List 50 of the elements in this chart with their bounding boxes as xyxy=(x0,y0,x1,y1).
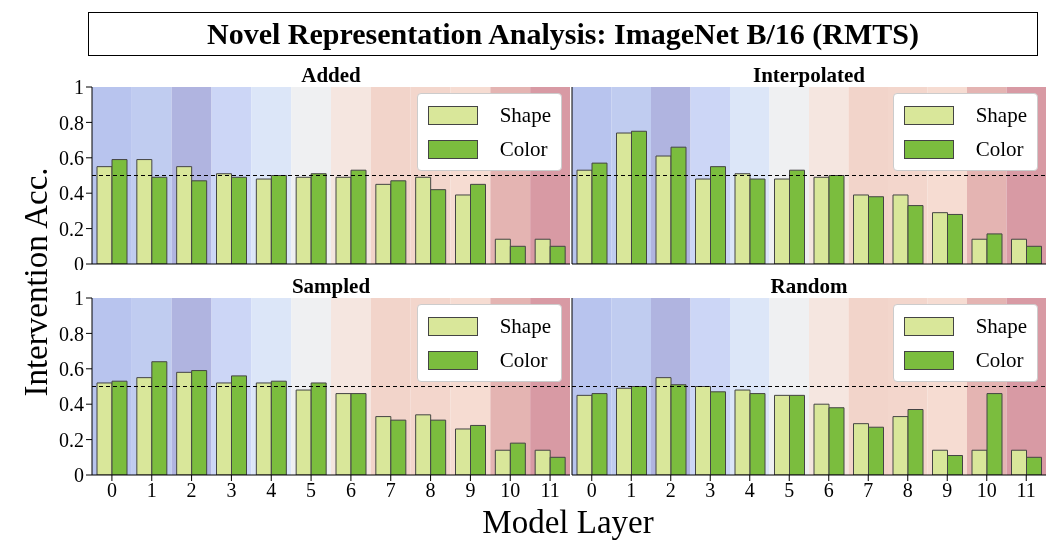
y-axis-title: Intervention Acc. xyxy=(17,167,55,397)
chart-subtitle: Sampled xyxy=(290,274,372,298)
y-tick-label: 0.2 xyxy=(59,217,84,240)
x-tick-label: 4 xyxy=(744,479,755,502)
chart-subtitle: Added xyxy=(300,63,362,87)
legend-label: Shape xyxy=(975,313,1027,339)
y-tick-label: 0.4 xyxy=(59,393,84,416)
x-tick-label: 1 xyxy=(626,479,637,502)
legend-label: Color xyxy=(499,136,548,162)
x-tick-label: 10 xyxy=(976,479,997,502)
y-tick-label: 0.8 xyxy=(59,111,84,134)
x-tick-label: 6 xyxy=(345,479,356,502)
x-tick-label: 11 xyxy=(1016,479,1036,502)
legend-label: Shape xyxy=(975,102,1027,128)
x-tick-label: 8 xyxy=(425,479,436,502)
x-tick-label: 1 xyxy=(146,479,157,502)
x-tick-label: 3 xyxy=(226,479,237,502)
x-axis-title: Model Layer xyxy=(482,503,654,541)
x-tick-label: 10 xyxy=(500,479,521,502)
x-tick-label: 11 xyxy=(540,479,560,502)
x-tick-label: 3 xyxy=(705,479,716,502)
x-tick-label: 2 xyxy=(186,479,197,502)
x-tick-label: 8 xyxy=(902,479,913,502)
y-tick-label: 0.6 xyxy=(59,146,84,169)
x-tick-label: 5 xyxy=(306,479,317,502)
x-tick-label: 7 xyxy=(385,479,396,502)
x-tick-label: 2 xyxy=(665,479,676,502)
chart-subtitle: Interpolated xyxy=(752,63,866,87)
y-tick-label: 1 xyxy=(74,287,84,310)
y-tick-label: 0.2 xyxy=(59,428,84,451)
x-tick-label: 0 xyxy=(106,479,117,502)
y-tick-label: 0.6 xyxy=(59,357,84,380)
legend-label: Color xyxy=(975,347,1024,373)
chart-title: Novel Representation Analysis: ImageNet B/16 (RMTS) xyxy=(88,12,1038,56)
y-tick-label: 0.4 xyxy=(59,182,84,205)
y-tick-label: 0 xyxy=(74,464,84,487)
chart-subtitle: Random xyxy=(769,274,849,298)
x-tick-label: 4 xyxy=(266,479,277,502)
y-tick-label: 1 xyxy=(74,76,84,99)
legend-label: Color xyxy=(975,136,1024,162)
x-tick-label: 6 xyxy=(823,479,834,502)
y-tick-label: 0.8 xyxy=(59,322,84,345)
x-tick-label: 7 xyxy=(863,479,874,502)
x-tick-label: 9 xyxy=(465,479,476,502)
legend-label: Color xyxy=(499,347,548,373)
x-tick-label: 9 xyxy=(942,479,953,502)
legend-label: Shape xyxy=(499,313,551,339)
x-tick-label: 5 xyxy=(784,479,795,502)
legend-label: Shape xyxy=(499,102,551,128)
x-tick-label: 0 xyxy=(586,479,597,502)
